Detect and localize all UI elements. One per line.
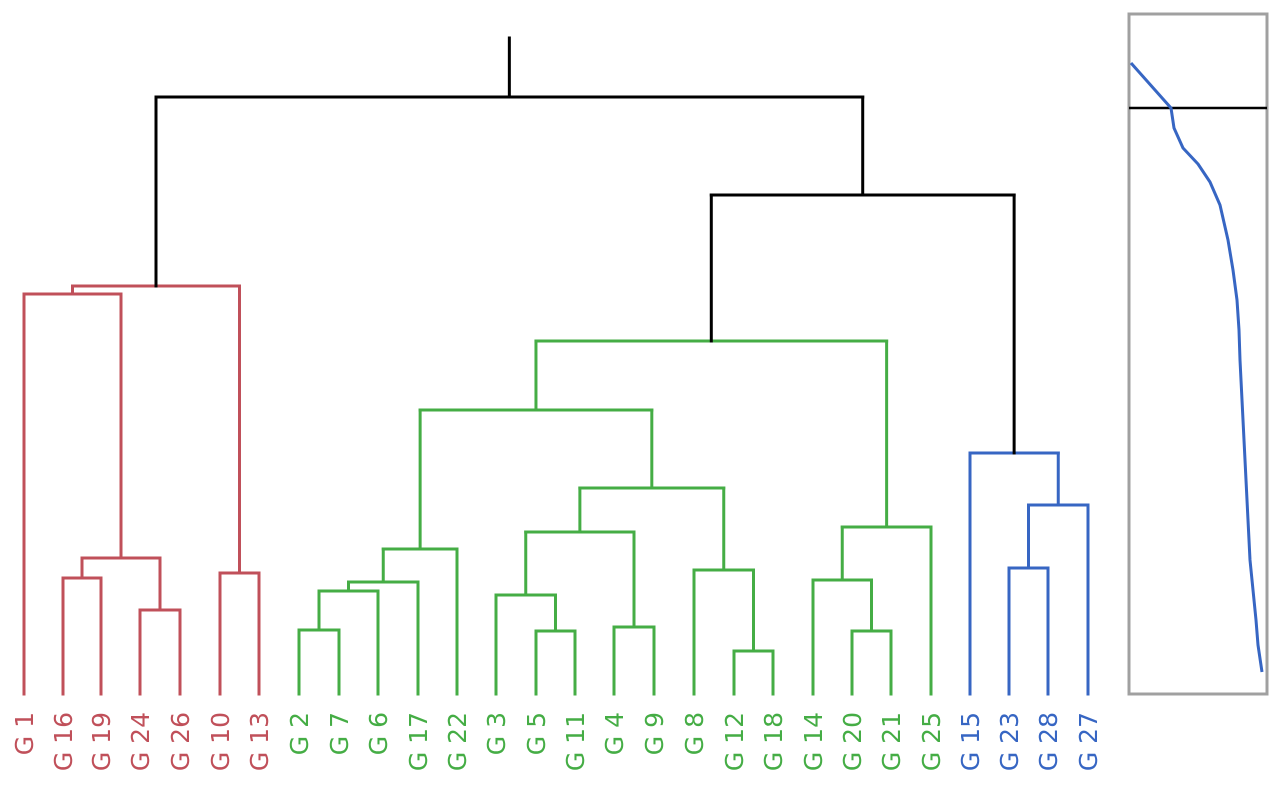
leaf-label: G 11	[561, 712, 590, 771]
leaf-label: G 18	[759, 712, 788, 771]
leaf-label: G 4	[600, 712, 629, 755]
leaf-label: G 16	[49, 712, 78, 771]
leaf-label: G 7	[325, 712, 354, 755]
leaf-label: G 26	[166, 712, 195, 771]
leaf-label: G 19	[87, 712, 116, 771]
leaf-label: G 6	[364, 712, 393, 755]
dendrogram-links	[22, 36, 1090, 696]
leaf-label: G 21	[877, 712, 906, 771]
leaf-label: G 5	[522, 712, 551, 755]
leaf-label: G 28	[1034, 712, 1063, 771]
leaf-label: G 1	[10, 712, 39, 755]
distance-panel-frame	[1127, 12, 1269, 696]
leaf-label: G 13	[245, 712, 274, 771]
leaf-label: G 2	[285, 712, 314, 755]
leaf-label: G 17	[404, 712, 433, 771]
leaf-label: G 8	[680, 712, 709, 755]
distance-graph-panel	[1127, 12, 1269, 696]
leaf-label: G 10	[206, 712, 235, 771]
leaf-label: G 3	[482, 712, 511, 755]
leaf-label: G 24	[126, 712, 155, 771]
leaf-label: G 9	[640, 712, 669, 755]
leaf-label: G 25	[917, 712, 946, 771]
leaf-label: G 14	[799, 712, 828, 771]
leaf-label: G 12	[720, 712, 749, 771]
leaf-label: G 15	[956, 712, 985, 771]
leaf-label: G 27	[1074, 712, 1103, 771]
distance-curve	[1129, 62, 1264, 673]
leaf-label: G 20	[838, 712, 867, 771]
leaf-label: G 22	[443, 712, 472, 771]
leaf-labels: G 1 G 16 G 19 G 24 G 26 G 10 G 13 G 2 G 7 G 6 G 17…	[10, 712, 1103, 771]
leaf-label: G 23	[995, 712, 1024, 771]
